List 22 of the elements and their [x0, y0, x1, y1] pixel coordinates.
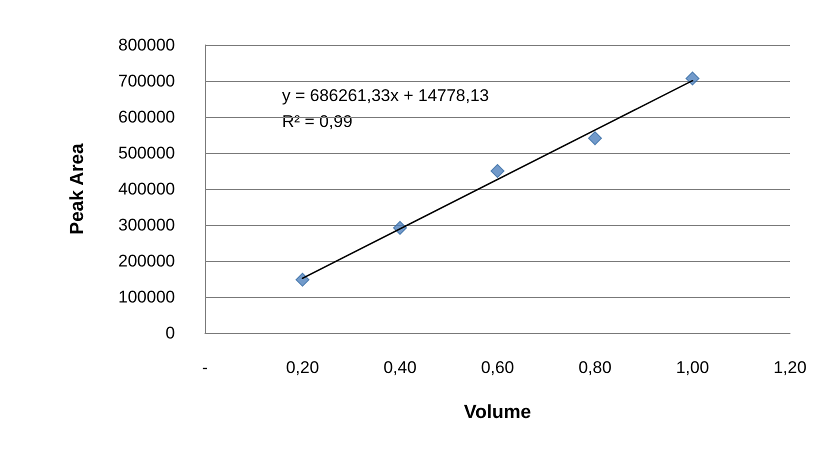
- x-tick-label: 1,00: [676, 358, 710, 377]
- y-tick-label: 100000: [118, 288, 175, 306]
- y-tick-label: 700000: [118, 72, 175, 90]
- y-tick-label: 600000: [118, 108, 175, 126]
- y-tick-label: 200000: [118, 252, 175, 270]
- y-tick-label: 500000: [118, 144, 175, 162]
- x-tick-label: 0,20: [286, 358, 320, 377]
- x-tick-label: 0,60: [480, 358, 514, 377]
- point: [588, 131, 602, 146]
- annotation: y = 686261,33x + 14778,13: [282, 86, 490, 105]
- point: [490, 164, 504, 178]
- x-tick-label: -: [202, 358, 208, 377]
- y-tick-label: 400000: [118, 180, 175, 198]
- y-tick-label: 800000: [118, 36, 175, 54]
- x-tick-label: 0,80: [578, 358, 612, 377]
- x-axis-title: Volume: [464, 402, 532, 423]
- y-tick-label: 0: [166, 324, 175, 342]
- y-axis-title: Peak Area: [67, 142, 88, 235]
- x-tick-label: 0,40: [383, 358, 417, 377]
- point: [686, 71, 700, 86]
- x-tick-label: 1,20: [773, 358, 807, 377]
- y-tick-label: 300000: [118, 216, 175, 234]
